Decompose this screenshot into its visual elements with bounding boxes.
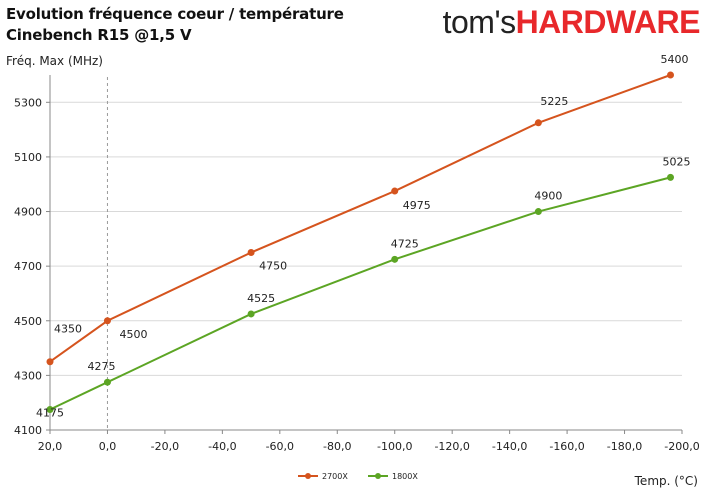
y-tick-label: 4700 [14,260,42,273]
x-tick-label: 0,0 [99,440,117,453]
data-label-2700X: 4350 [54,323,82,336]
data-label-1800X: 5025 [663,155,691,168]
x-tick-label: -180,0 [607,440,642,453]
x-tick-label: -200,0 [664,440,699,453]
y-tick-label: 5300 [14,96,42,109]
data-label-2700X: 4750 [259,260,287,273]
x-tick-label: -20,0 [151,440,179,453]
data-label-1800X: 4275 [87,360,115,373]
x-axis-label: Temp. (°C) [634,474,698,488]
data-point-1800X [391,255,399,263]
legend-marker-1800X [375,473,381,479]
x-tick-label: -140,0 [492,440,527,453]
title-line-1: Evolution fréquence coeur / température [6,5,344,23]
legend-label-1800X: 1800X [392,472,418,481]
data-point-2700X [534,119,542,127]
title-line-2: Cinebench R15 @1,5 V [6,26,192,44]
y-tick-label: 4500 [14,315,42,328]
y-tick-label: 4900 [14,206,42,219]
legend-marker-2700X [305,473,311,479]
data-label-1800X: 4900 [534,190,562,203]
x-tick-label: -80,0 [323,440,351,453]
chart-title: Evolution fréquence coeur / température … [6,4,344,46]
plot-area [50,75,682,430]
x-tick-label: -160,0 [549,440,584,453]
logo-part-toms: tom's [442,4,516,40]
x-tick-label: -60,0 [266,440,294,453]
y-tick-label: 4300 [14,369,42,382]
data-point-2700X [247,249,255,256]
data-label-1800X: 4725 [391,237,419,250]
data-point-1800X [247,310,255,318]
series-line-2700X [49,74,671,363]
legend-label-2700X: 2700X [322,472,348,481]
data-label-1800X: 4175 [36,407,64,420]
data-point-2700X [103,317,111,325]
data-label-2700X: 4500 [119,328,147,341]
y-axis-label: Fréq. Max (MHz) [6,54,103,68]
y-tick-label: 5100 [14,151,42,164]
data-label-2700X: 5400 [661,53,689,66]
toms-hardware-logo: tom'sHARDWARE [442,2,701,42]
series-line-1800X [49,176,671,411]
data-point-1800X [46,406,54,414]
x-tick-label: -100,0 [377,440,412,453]
data-point-2700X [667,71,675,79]
x-tick-label: -120,0 [434,440,469,453]
data-point-1800X [667,173,675,181]
y-tick-label: 4100 [14,424,42,437]
data-label-2700X: 5225 [540,95,568,108]
x-tick-label: 20,0 [38,440,63,453]
data-label-1800X: 4525 [247,292,275,305]
data-point-2700X [391,187,399,195]
data-point-2700X [46,358,54,366]
x-tick-label: -40,0 [208,440,236,453]
logo-part-hardware: HARDWARE [515,4,701,40]
data-point-1800X [103,378,111,386]
data-point-1800X [534,208,542,216]
data-label-2700X: 4975 [403,199,431,212]
